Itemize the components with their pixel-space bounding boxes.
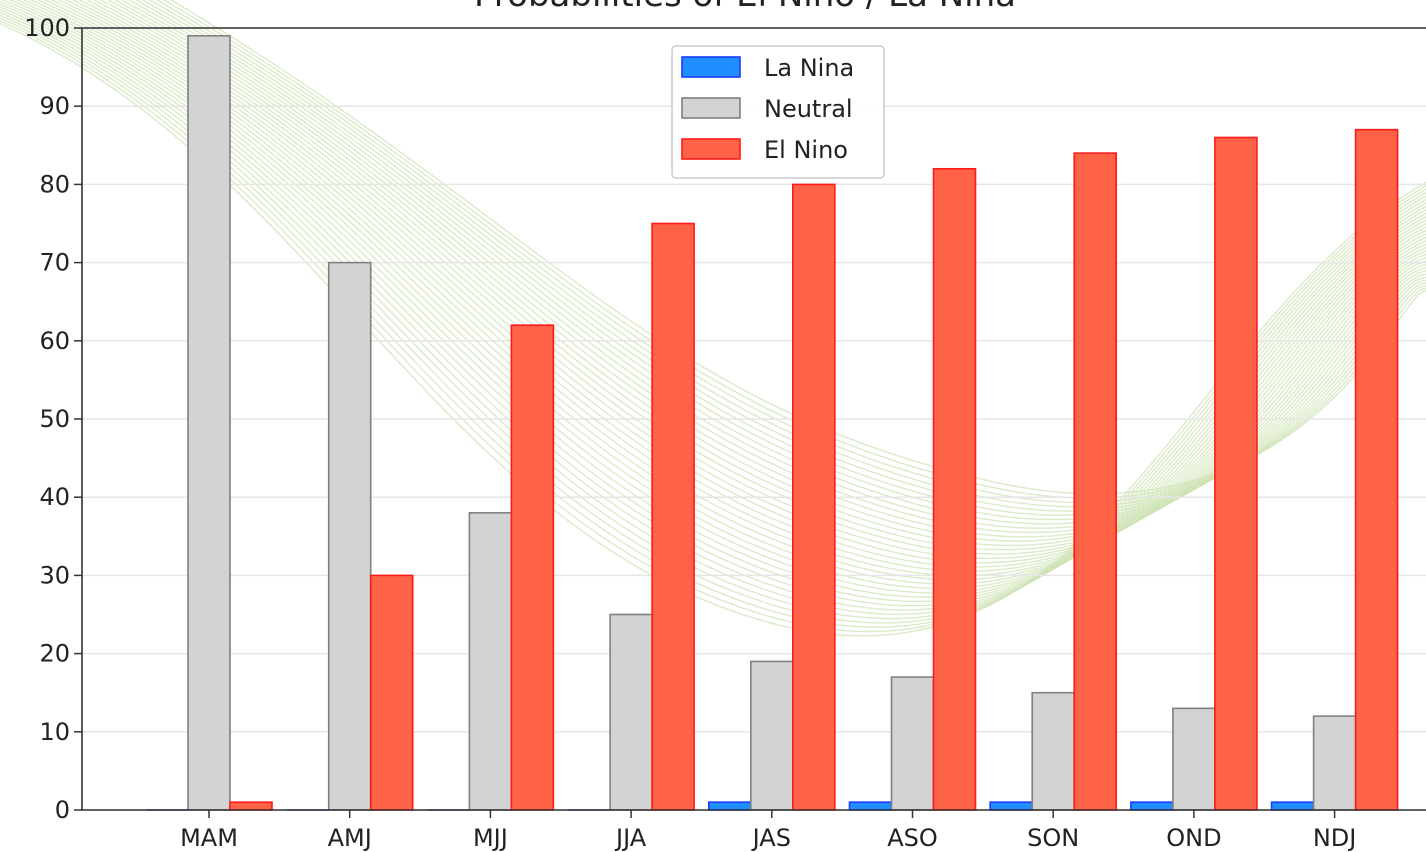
bar-el-nino-mjj [510, 324, 555, 811]
y-tick-label: 70 [39, 249, 70, 277]
bar-la-nina-son [989, 801, 1034, 811]
legend-label-la-nina: La Nina [764, 54, 854, 82]
x-tick-label: ASO [887, 824, 938, 852]
x-tick-label: JAS [751, 824, 791, 852]
bar-neutral-jas [749, 660, 794, 811]
legend-label-neutral: Neutral [764, 95, 853, 123]
bar-neutral-aso [890, 676, 935, 811]
bar-neutral-mam [187, 35, 231, 811]
y-tick-label: 60 [39, 327, 70, 355]
legend-swatch-la-nina [681, 56, 741, 78]
bar-el-nino-amj [369, 574, 414, 811]
bar-el-nino-son [1073, 152, 1117, 811]
bar-neutral-amj [327, 261, 372, 811]
legend: La Nina Neutral El Nino [671, 45, 885, 179]
background-wave-line [65, 0, 1426, 560]
bar-neutral-son [1031, 691, 1075, 811]
y-tick-label: 90 [39, 92, 70, 120]
bar-neutral-mjj [468, 512, 513, 811]
x-tick-label: SON [1027, 824, 1079, 852]
y-tick-label: 100 [24, 14, 70, 42]
bar-el-nino-ndj [1354, 128, 1399, 811]
legend-label-el-nino: El Nino [764, 136, 848, 164]
bar-el-nino-jja [651, 222, 695, 811]
background-wave-line [79, 0, 1426, 551]
bars [146, 35, 1399, 811]
chart-title: Probabilities of El Nino / La Nina [474, 0, 1016, 15]
background-wave-line [72, 0, 1426, 555]
y-axis-ticks: 0 10 20 30 40 50 60 70 80 90 100 [24, 14, 82, 824]
y-tick-label: 40 [39, 483, 70, 511]
background-wave-line [93, 0, 1426, 542]
x-tick-label: NDJ [1313, 824, 1357, 852]
x-tick-label: MJJ [473, 824, 508, 852]
bar-la-nina-jas [707, 801, 752, 811]
legend-swatch-el-nino [681, 138, 741, 160]
bar-la-nina-ond [1130, 801, 1174, 811]
background-wave-line [86, 0, 1426, 547]
bar-neutral-ond [1172, 707, 1216, 811]
y-tick-label: 20 [39, 640, 70, 668]
background-wave-line [128, 0, 1426, 521]
x-tick-label: OND [1166, 824, 1221, 852]
bar-el-nino-mam [229, 801, 273, 811]
bar-neutral-jja [609, 613, 653, 811]
bar-el-nino-jas [791, 183, 836, 811]
background-wave-line [44, 0, 1426, 572]
y-tick-label: 10 [39, 718, 70, 746]
background-wave-line [121, 0, 1426, 525]
y-tick-label: 0 [55, 796, 70, 824]
background-wave-line [51, 0, 1426, 568]
bar-el-nino-ond [1214, 136, 1258, 811]
x-tick-label: MAM [180, 824, 238, 852]
background-wave-line [107, 0, 1426, 534]
y-tick-label: 30 [39, 561, 70, 589]
x-axis-ticks: MAM AMJ MJJ JJA JAS ASO SON OND NDJ [180, 810, 1356, 852]
bar-neutral-ndj [1312, 715, 1357, 811]
background-wave-line [114, 0, 1426, 529]
background-wave-line [100, 0, 1426, 538]
background-wave-line [58, 0, 1426, 564]
background-wave-line [37, 0, 1426, 577]
x-tick-label: JJA [614, 824, 647, 852]
bar-el-nino-aso [932, 167, 977, 811]
y-tick-label: 80 [39, 170, 70, 198]
y-tick-label: 50 [39, 405, 70, 433]
bar-la-nina-ndj [1270, 801, 1315, 811]
x-tick-label: AMJ [328, 824, 372, 852]
legend-swatch-neutral [681, 97, 741, 119]
bar-la-nina-aso [848, 801, 893, 811]
